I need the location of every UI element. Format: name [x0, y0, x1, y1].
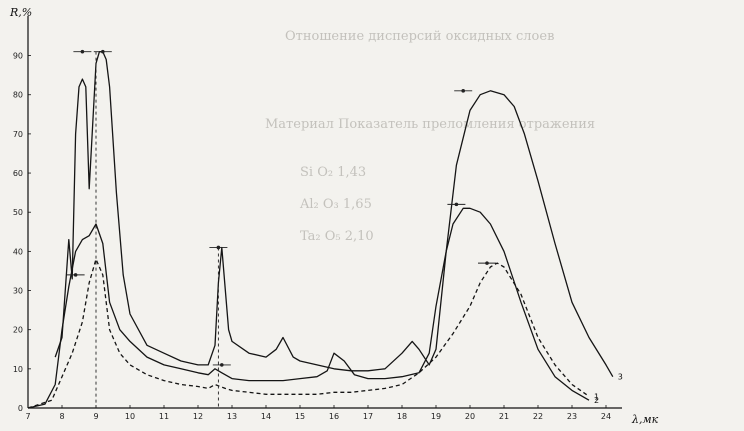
series-line-1: [27, 258, 590, 409]
x-axis-label: λ,мк: [631, 413, 659, 426]
x-tick-label: 7: [25, 412, 30, 421]
annotations: [66, 49, 496, 408]
error-bar-dot: [220, 363, 224, 367]
x-tick-labels: 7 8 9 10 11 12 13 14 15 16 17 18 19 20 21 22 23 24: [25, 412, 611, 421]
bg-row2: Al₂ O₃ 1,65: [299, 197, 372, 212]
x-tick-label: 13: [227, 412, 237, 421]
y-tick-label: 60: [13, 169, 23, 178]
bg-row1: Si O₂ 1,43: [300, 165, 366, 180]
bg-table-header: Материал Показатель преломления отражени…: [265, 117, 595, 132]
error-bar-dot: [461, 89, 466, 93]
y-tick-label: 40: [13, 247, 23, 256]
error-bar-dot: [454, 202, 459, 207]
error-bar-dot: [485, 261, 489, 265]
axes: [27, 16, 622, 409]
curve-label-2: 2: [594, 396, 599, 405]
y-tick-label: 10: [13, 365, 23, 374]
x-tick-label: 11: [159, 412, 169, 421]
x-tick-label: 21: [499, 412, 509, 421]
y-tick-label: 80: [13, 91, 23, 100]
x-tick-label: 22: [533, 412, 543, 421]
curve-label-1: 1: [594, 392, 599, 401]
x-tick-label: 18: [397, 412, 407, 421]
background-bleed-text: Отношение дисперсий оксидных слоев Матер…: [265, 29, 595, 244]
x-tick-label: 20: [465, 412, 475, 421]
y-tick-labels: 0 10 20 30 40 50 60 70 80 90: [13, 52, 23, 413]
x-tick-label: 23: [567, 412, 577, 421]
curve-label-3: 3: [618, 373, 623, 382]
x-tick-label: 15: [295, 412, 305, 421]
series-line-2: [27, 207, 590, 409]
y-tick-label: 50: [13, 208, 23, 217]
x-tick-label: 8: [59, 412, 64, 421]
x-tick-label: 12: [193, 412, 203, 421]
y-tick-label: 70: [13, 130, 23, 139]
y-tick-label: 20: [13, 326, 23, 335]
error-bar-dot: [216, 245, 221, 250]
error-bar-dot: [80, 49, 85, 54]
x-tick-label: 16: [329, 412, 339, 421]
series-line-3: [54, 51, 614, 378]
x-tick-label: 9: [93, 412, 98, 421]
error-bar-dot: [101, 49, 105, 54]
bg-row3: Ta₂ O₅ 2,10: [300, 229, 374, 244]
error-bar-dot: [73, 273, 78, 277]
y-tick-label: 90: [13, 52, 23, 61]
x-tick-label: 14: [261, 412, 271, 421]
y-tick-label: 30: [13, 287, 23, 296]
y-tick-label: 0: [18, 404, 23, 413]
x-tick-label: 24: [601, 412, 611, 421]
x-tick-label: 17: [363, 412, 373, 421]
bg-heading: Отношение дисперсий оксидных слоев: [285, 29, 554, 44]
x-tick-label: 19: [431, 412, 441, 421]
series-group: 12 3: [27, 51, 623, 409]
x-tick-label: 10: [125, 412, 135, 421]
y-axis-label: R,%: [9, 6, 32, 19]
